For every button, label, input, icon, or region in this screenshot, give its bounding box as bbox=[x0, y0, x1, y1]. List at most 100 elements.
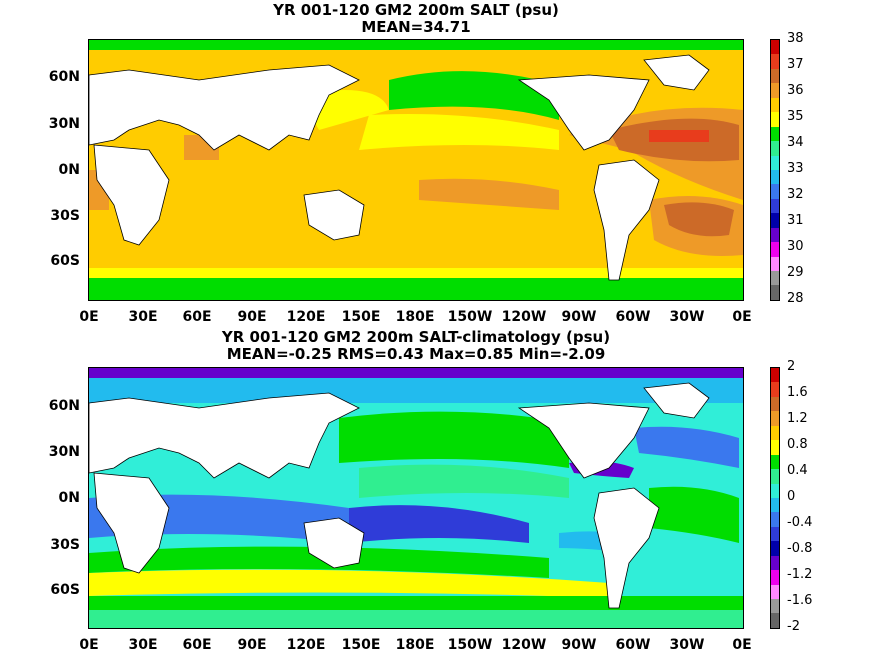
colorbar-segment bbox=[771, 97, 779, 113]
map1-lon-label: 60E bbox=[182, 309, 212, 325]
colorbar-tick-label: 36 bbox=[787, 83, 804, 98]
map2-lat-label: 30S bbox=[50, 537, 80, 553]
colorbar-segment bbox=[771, 198, 779, 214]
colorbar-segment bbox=[771, 368, 779, 383]
colorbar-segment bbox=[771, 483, 779, 498]
colorbar-tick-label: 1.2 bbox=[787, 411, 808, 426]
map1-lon-label: 30W bbox=[669, 309, 705, 325]
colorbar-tick-label: -0.8 bbox=[787, 541, 813, 556]
map2-lon-label: 180E bbox=[395, 637, 435, 653]
colorbar-segment bbox=[771, 227, 779, 243]
map1-lon-label: 120E bbox=[286, 309, 326, 325]
map2-lon-label: 0E bbox=[732, 637, 752, 653]
map2-lon-label: 60W bbox=[615, 637, 651, 653]
map1-lat-label: 0N bbox=[58, 162, 80, 178]
colorbar-tick-label: 0.8 bbox=[787, 437, 808, 452]
colorbar-tick-label: -0.4 bbox=[787, 515, 813, 530]
colorbar-tick-label: 2 bbox=[787, 359, 796, 374]
colorbar-segment bbox=[771, 512, 779, 527]
colorbar-segment bbox=[771, 242, 779, 257]
colorbar-tick-label: 29 bbox=[787, 265, 804, 280]
colorbar-tick-label: -2 bbox=[787, 619, 800, 634]
map2-lon-label: 30E bbox=[128, 637, 158, 653]
map1-lon-label: 90E bbox=[237, 309, 267, 325]
map1-subtitle: MEAN=34.71 bbox=[361, 18, 471, 36]
colorbar-segment bbox=[771, 285, 779, 300]
map1-lat-label: 30N bbox=[48, 116, 80, 132]
map2-lon-label: 150E bbox=[341, 637, 381, 653]
map2-lat-label: 60S bbox=[50, 582, 80, 598]
colorbar-segment bbox=[771, 541, 779, 556]
colorbar-tick-label: 38 bbox=[787, 31, 804, 46]
map1-lon-label: 180E bbox=[395, 309, 435, 325]
map2-colorbar bbox=[770, 367, 780, 629]
colorbar-tick-label: 31 bbox=[787, 213, 804, 228]
map1-lon-label: 30E bbox=[128, 309, 158, 325]
colorbar-segment bbox=[771, 454, 779, 470]
colorbar-segment bbox=[771, 40, 779, 55]
colorbar-tick-label: 35 bbox=[787, 109, 804, 124]
salinity-map bbox=[88, 39, 744, 301]
colorbar-segment bbox=[771, 570, 779, 585]
colorbar-segment bbox=[771, 599, 779, 614]
colorbar-tick-label: 37 bbox=[787, 57, 804, 72]
map2-lon-label: 120E bbox=[286, 637, 326, 653]
colorbar-segment bbox=[771, 54, 779, 69]
colorbar-tick-label: 34 bbox=[787, 135, 804, 150]
colorbar-segment bbox=[771, 256, 779, 271]
map2-lon-label: 0E bbox=[79, 637, 99, 653]
salinity-anomaly-map bbox=[88, 367, 744, 629]
colorbar-segment bbox=[771, 440, 779, 455]
map2-lon-label: 30W bbox=[669, 637, 705, 653]
map1-lat-label: 60N bbox=[48, 69, 80, 85]
colorbar-segment bbox=[771, 213, 779, 228]
map1-colorbar bbox=[770, 39, 780, 301]
map1-lon-label: 60W bbox=[615, 309, 651, 325]
colorbar-segment bbox=[771, 613, 779, 628]
colorbar-segment bbox=[771, 271, 779, 286]
map1-lon-label: 0E bbox=[732, 309, 752, 325]
colorbar-segment bbox=[771, 83, 779, 98]
colorbar-tick-label: -1.2 bbox=[787, 567, 813, 582]
colorbar-segment bbox=[771, 155, 779, 170]
map2-subtitle: MEAN=-0.25 RMS=0.43 Max=0.85 Min=-2.09 bbox=[226, 345, 606, 363]
colorbar-tick-label: 0 bbox=[787, 489, 796, 504]
colorbar-segment bbox=[771, 169, 779, 185]
colorbar-segment bbox=[771, 555, 779, 571]
colorbar-segment bbox=[771, 584, 779, 599]
map1-title: YR 001-120 GM2 200m SALT (psu) bbox=[273, 1, 559, 19]
colorbar-tick-label: 32 bbox=[787, 187, 804, 202]
colorbar-segment bbox=[771, 382, 779, 397]
colorbar-segment bbox=[771, 126, 779, 142]
map1-lon-label: 0E bbox=[79, 309, 99, 325]
map2-lon-label: 150W bbox=[447, 637, 493, 653]
map2-lon-label: 90W bbox=[561, 637, 597, 653]
colorbar-tick-label: 1.6 bbox=[787, 385, 808, 400]
map2-lat-label: 30N bbox=[48, 444, 80, 460]
colorbar-segment bbox=[771, 526, 779, 542]
colorbar-tick-label: 30 bbox=[787, 239, 804, 254]
colorbar-segment bbox=[771, 425, 779, 441]
map2-lon-label: 120W bbox=[501, 637, 547, 653]
colorbar-segment bbox=[771, 68, 779, 84]
map1-lon-label: 120W bbox=[501, 309, 547, 325]
map1-lat-label: 30S bbox=[50, 208, 80, 224]
colorbar-tick-label: 33 bbox=[787, 161, 804, 176]
map2-lon-label: 90E bbox=[237, 637, 267, 653]
colorbar-tick-label: -1.6 bbox=[787, 593, 813, 608]
map2-lon-label: 60E bbox=[182, 637, 212, 653]
map1-lon-label: 150E bbox=[341, 309, 381, 325]
colorbar-segment bbox=[771, 411, 779, 426]
map2-lat-label: 0N bbox=[58, 490, 80, 506]
colorbar-segment bbox=[771, 141, 779, 156]
colorbar-tick-label: 0.4 bbox=[787, 463, 808, 478]
colorbar-segment bbox=[771, 469, 779, 484]
map2-lat-label: 60N bbox=[48, 398, 80, 414]
colorbar-tick-label: 28 bbox=[787, 291, 804, 306]
colorbar-segment bbox=[771, 497, 779, 513]
colorbar-segment bbox=[771, 184, 779, 199]
colorbar-segment bbox=[771, 396, 779, 412]
colorbar-segment bbox=[771, 112, 779, 127]
map2-title: YR 001-120 GM2 200m SALT-climatology (ps… bbox=[221, 328, 611, 346]
map1-lat-label: 60S bbox=[50, 253, 80, 269]
